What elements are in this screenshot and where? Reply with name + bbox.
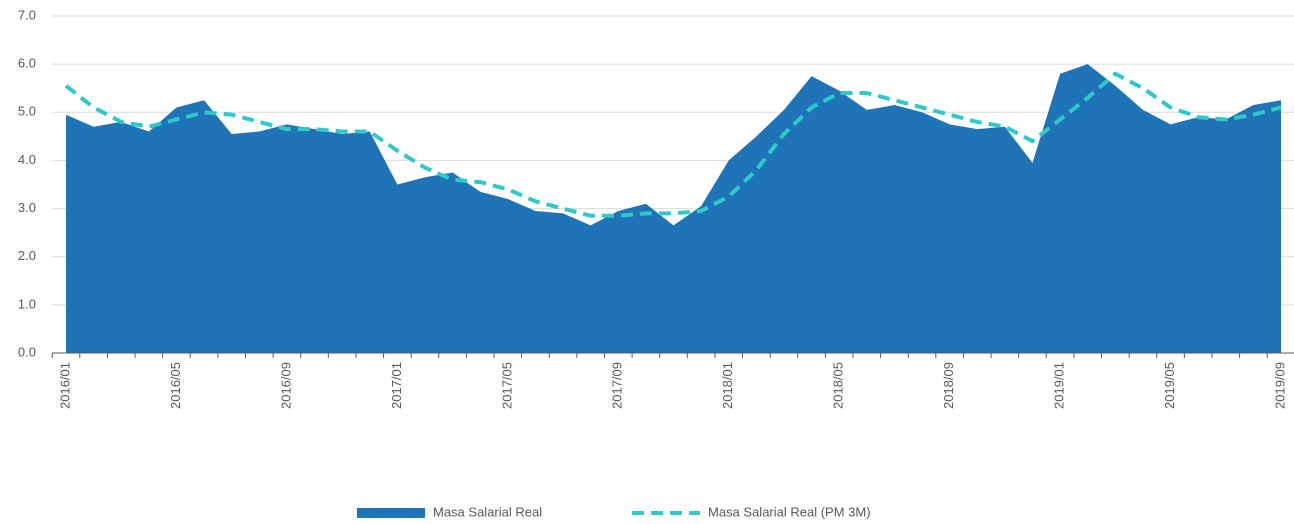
x-tick-label: 2018/09 [941, 362, 956, 409]
x-tick-label: 2018/05 [831, 362, 846, 409]
line [64, 71, 1282, 218]
x-tick-label: 2016/01 [57, 362, 72, 409]
y-tick-label: 2.0 [18, 248, 36, 263]
legend-label: Masa Salarial Real [433, 504, 542, 519]
legend-label: Masa Salarial Real (PM 3M) [708, 504, 871, 519]
y-tick-label: 1.0 [18, 296, 36, 311]
area [66, 64, 1281, 353]
y-tick-label: 5.0 [18, 104, 36, 119]
y-tick-label: 7.0 [18, 7, 36, 22]
y-tick-label: 3.0 [18, 200, 36, 215]
x-tick-label: 2019/05 [1162, 362, 1177, 409]
x-tick-label: 2019/09 [1272, 362, 1287, 409]
x-tick-label: 2017/01 [389, 362, 404, 409]
x-tick-label: 2016/09 [278, 362, 293, 409]
x-tick-label: 2017/05 [499, 362, 514, 409]
y-tick-label: 4.0 [18, 152, 36, 167]
y-tick-label: 6.0 [18, 56, 36, 71]
y-tick-label: 0.0 [18, 344, 36, 359]
x-tick-label: 2017/09 [610, 362, 625, 409]
x-tick-label: 2018/01 [720, 362, 735, 409]
x-tick-label: 2016/05 [168, 362, 183, 409]
legend-swatch [357, 508, 425, 518]
x-tick-label: 2019/01 [1052, 362, 1067, 409]
